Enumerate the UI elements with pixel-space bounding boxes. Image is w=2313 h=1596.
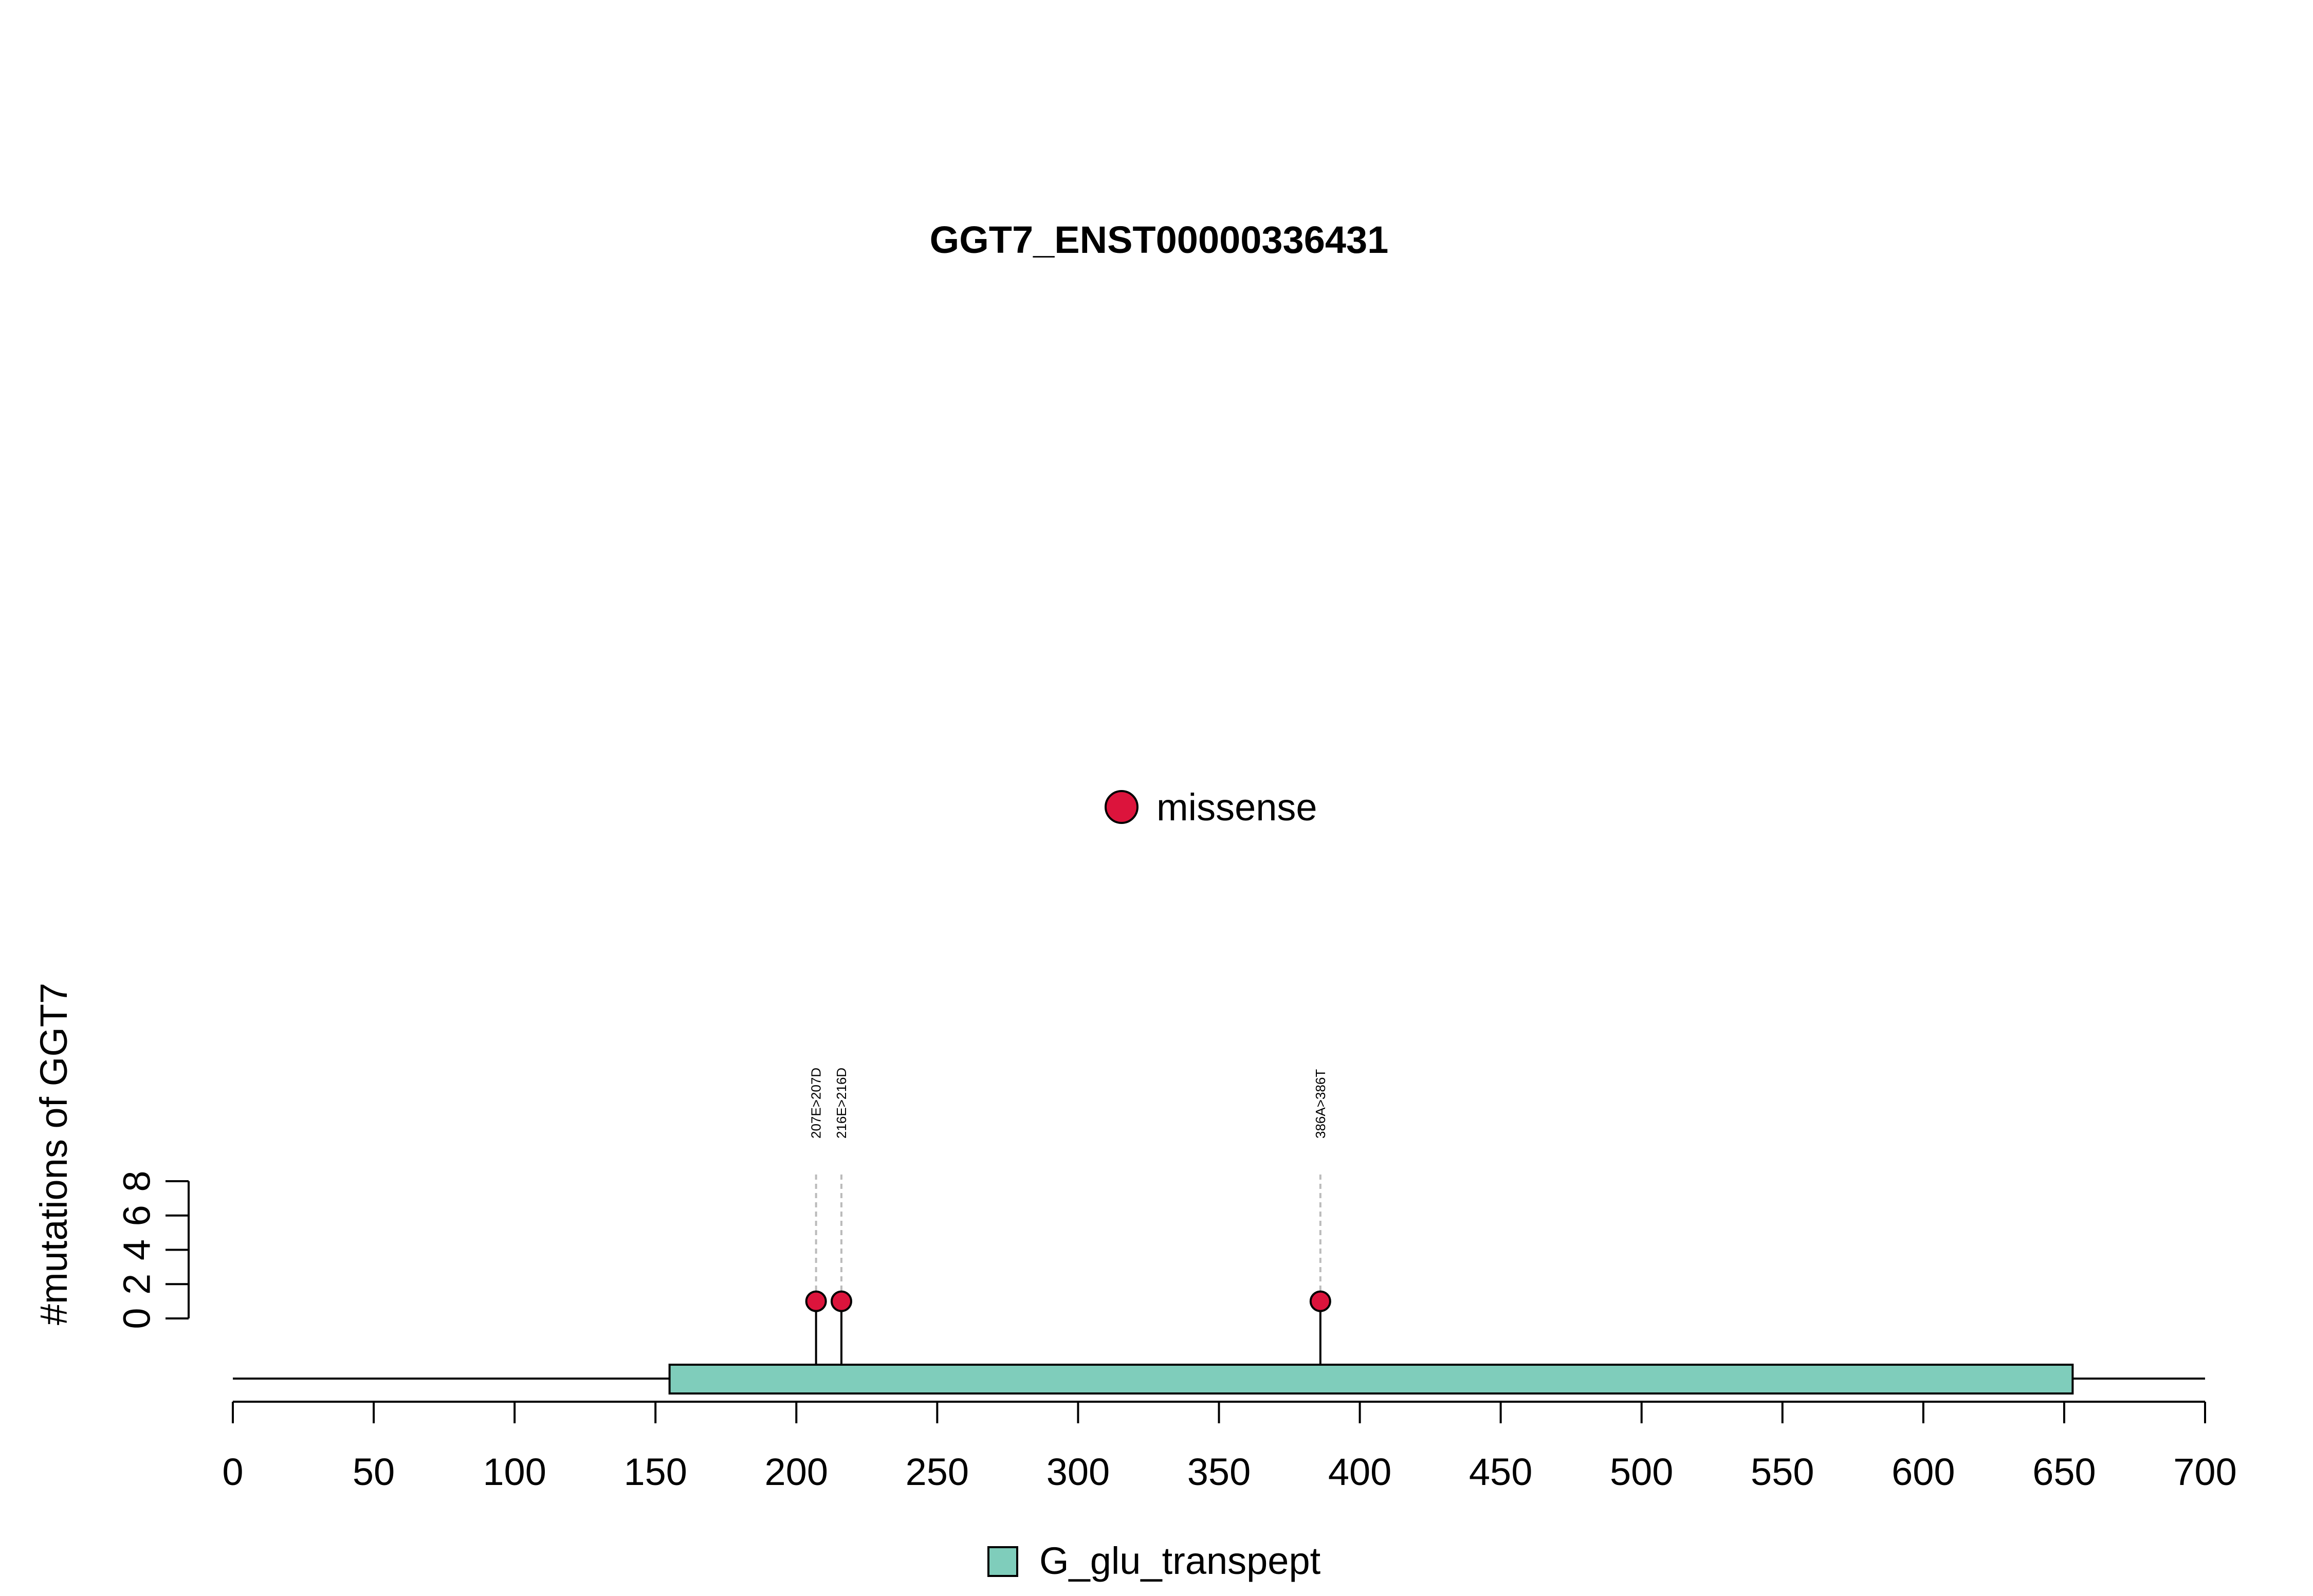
- x-tick-label: 500: [1610, 1451, 1673, 1493]
- y-axis: 0 2 4 6 8: [116, 1170, 190, 1329]
- mutation-label: 216E>216D: [834, 1068, 849, 1139]
- y-tick-label: 8: [116, 1170, 158, 1191]
- mutation-label: 207E>207D: [809, 1068, 824, 1139]
- x-tick-label: 600: [1892, 1451, 1955, 1493]
- legend-domain-swatch: [987, 1546, 1018, 1577]
- x-tick-label: 700: [2173, 1451, 2236, 1493]
- legend-domain-label: G_glu_transpept: [1039, 1539, 1321, 1582]
- mutation-marker: [805, 1290, 827, 1312]
- protein-domain-track: [233, 1364, 2205, 1395]
- bottom-legend: G_glu_transpept: [987, 1539, 1321, 1582]
- y-tick-label: 0: [116, 1308, 158, 1329]
- x-tick-label: 450: [1469, 1451, 1532, 1493]
- legend-missense-label: missense: [1156, 786, 1317, 829]
- x-tick-label: 250: [906, 1451, 969, 1493]
- x-tick-label: 350: [1187, 1451, 1251, 1493]
- mutation-marker: [1309, 1290, 1331, 1312]
- y-tick-label: 4: [116, 1239, 158, 1260]
- x-tick-label: 650: [2032, 1451, 2096, 1493]
- x-tick-label: 200: [765, 1451, 828, 1493]
- x-tick-label: 50: [353, 1451, 395, 1493]
- legend-missense-marker: [1105, 790, 1139, 824]
- y-tick-label: 2: [116, 1274, 158, 1295]
- x-tick-label: 150: [623, 1451, 687, 1493]
- chart-title: GGT7_ENST00000336431: [930, 218, 1389, 261]
- x-tick-label: 300: [1047, 1451, 1110, 1493]
- x-tick-label: 400: [1328, 1451, 1391, 1493]
- mutation-label: 386A>386T: [1313, 1069, 1328, 1139]
- y-axis-label: #mutations of GGT7: [32, 983, 75, 1325]
- lollipops: 207E>207D 216E>216D 386A>386T: [805, 1068, 1331, 1379]
- y-tick-label: 6: [116, 1205, 158, 1226]
- x-tick-label: 100: [483, 1451, 546, 1493]
- x-tick-label: 550: [1751, 1451, 1814, 1493]
- top-legend: missense: [1105, 786, 1317, 829]
- x-tick-label: 0: [222, 1451, 243, 1493]
- mutation-marker: [830, 1290, 852, 1312]
- domain-bar: [668, 1364, 2074, 1395]
- x-axis: 0 50 100 150 200 250 300 350 400 450 500 550 600 650 7…: [222, 1401, 2237, 1493]
